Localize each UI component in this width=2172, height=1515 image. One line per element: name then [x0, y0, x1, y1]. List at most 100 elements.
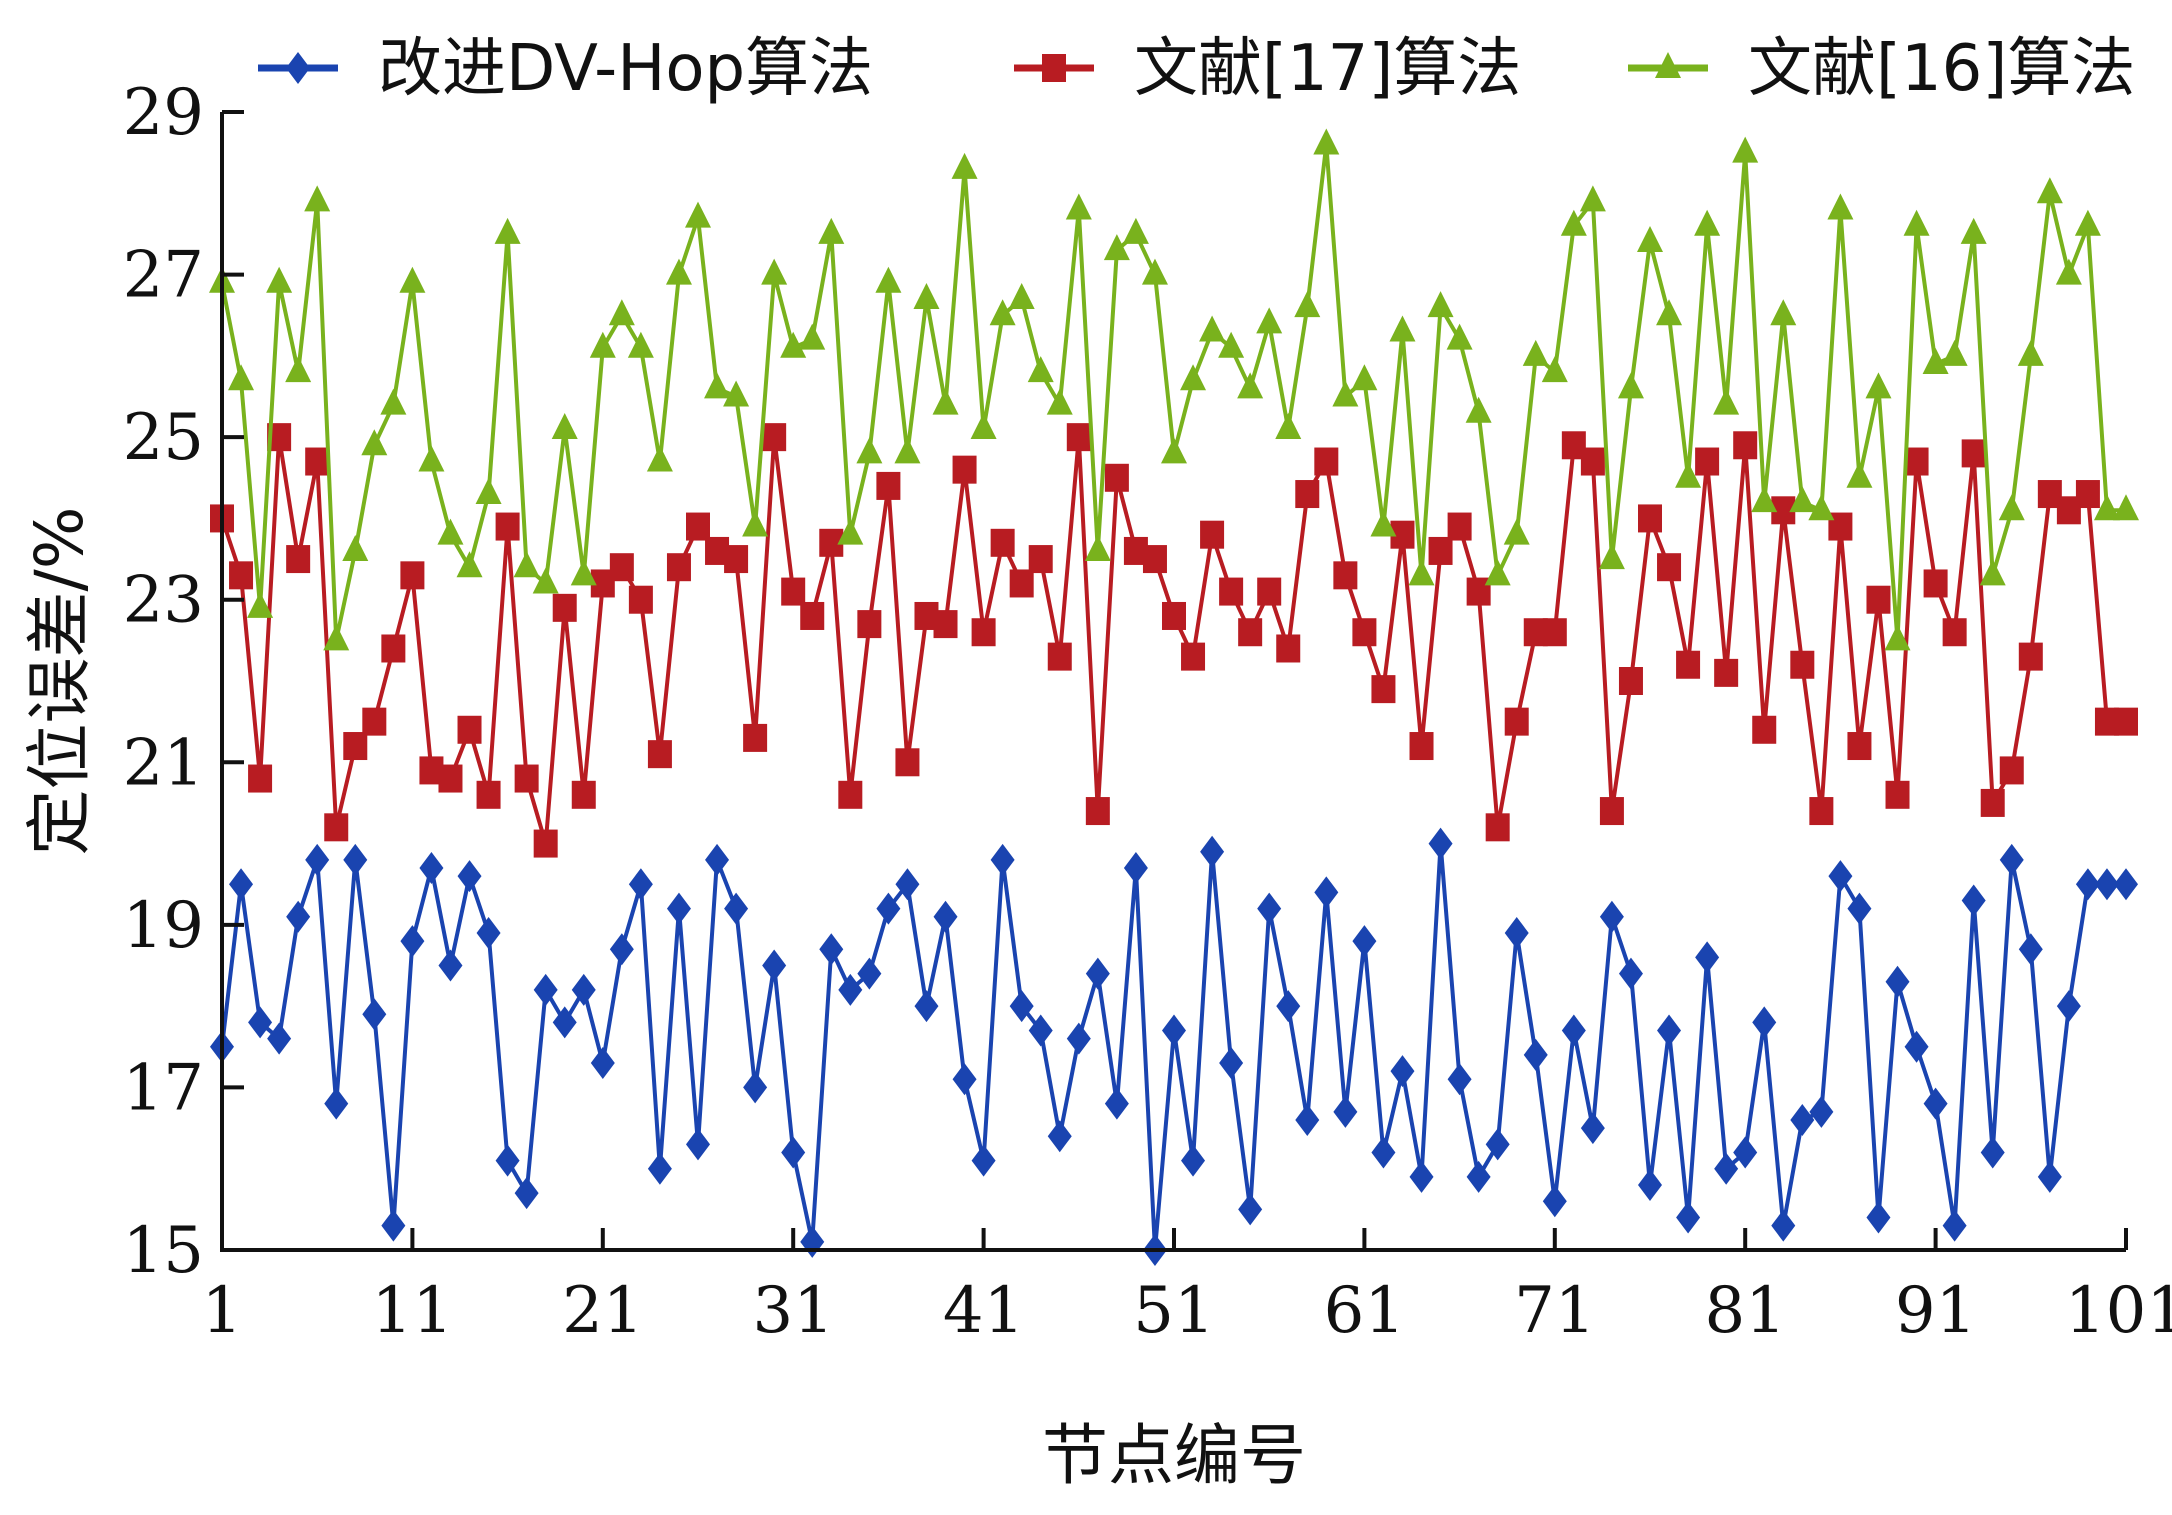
- data-point: [1885, 780, 1910, 809]
- data-point: [1656, 299, 1683, 326]
- data-point: [1409, 732, 1434, 761]
- data-point: [1522, 339, 1549, 366]
- data-point: [1371, 675, 1396, 704]
- data-point: [895, 868, 920, 901]
- data-point: [2018, 933, 2043, 966]
- data-point: [1162, 1014, 1186, 1047]
- data-point: [647, 740, 672, 769]
- data-point: [724, 892, 749, 925]
- series-3: [209, 128, 2139, 651]
- data-point: [1104, 463, 1129, 492]
- data-point: [800, 601, 825, 630]
- data-point: [1009, 990, 1034, 1023]
- data-point: [1580, 1112, 1605, 1145]
- data-point: [362, 998, 387, 1031]
- data-point: [2037, 480, 2062, 509]
- data-point: [762, 423, 787, 452]
- data-point: [1942, 1209, 1967, 1242]
- data-point: [781, 1136, 806, 1169]
- data-point: [685, 201, 711, 228]
- data-point: [1657, 1014, 1682, 1047]
- data-point: [437, 518, 464, 545]
- data-point: [990, 843, 1015, 876]
- series-layer: [209, 128, 2139, 1266]
- data-point: [1980, 788, 2005, 817]
- data-point: [971, 618, 996, 647]
- y-tick-label: 15: [123, 1214, 204, 1288]
- data-point: [457, 715, 482, 744]
- data-point: [1219, 577, 1244, 606]
- data-point: [666, 553, 691, 582]
- data-point: [1199, 315, 1226, 342]
- legend-label: 文献[16]算法: [1748, 32, 2135, 106]
- data-point: [875, 266, 902, 293]
- data-point: [1885, 965, 1910, 998]
- data-point: [838, 973, 863, 1006]
- data-point: [1732, 136, 1759, 163]
- data-point: [2037, 1160, 2062, 1193]
- data-point: [1408, 559, 1435, 586]
- data-point: [552, 593, 577, 622]
- data-point: [1847, 732, 1872, 761]
- data-point: [1866, 1201, 1891, 1234]
- data-point: [305, 447, 330, 476]
- data-point: [1865, 372, 1892, 399]
- data-point: [1980, 1136, 2005, 1169]
- data-point: [1123, 851, 1148, 884]
- data-point: [533, 973, 558, 1006]
- data-point: [1314, 447, 1339, 476]
- data-point: [1733, 1136, 1758, 1169]
- data-point: [1599, 797, 1624, 826]
- data-point: [838, 780, 863, 809]
- data-point: [1257, 892, 1282, 925]
- data-point: [1960, 217, 1987, 244]
- data-point: [1733, 431, 1758, 460]
- data-point: [381, 634, 406, 663]
- data-point: [932, 388, 959, 415]
- data-point: [1428, 536, 1453, 565]
- x-tick-label: 51: [1133, 1274, 1214, 1348]
- y-ticks: 15 17 19 21 23 25 27 29: [123, 76, 244, 1288]
- data-point: [552, 1006, 577, 1039]
- x-tick-label: 31: [752, 1274, 833, 1348]
- data-point: [1027, 356, 1054, 383]
- data-point: [1808, 494, 1835, 521]
- legend-marker: [286, 52, 310, 84]
- data-point: [1142, 545, 1167, 574]
- data-point: [1008, 282, 1035, 309]
- data-point: [1333, 1095, 1358, 1128]
- data-point: [513, 551, 540, 578]
- data-point: [2056, 990, 2081, 1023]
- legend-label: 文献[17]算法: [1134, 32, 1521, 106]
- data-point: [1504, 916, 1529, 949]
- data-point: [2017, 339, 2044, 366]
- data-point: [1485, 813, 1510, 842]
- data-point: [743, 723, 768, 752]
- data-point: [1256, 307, 1283, 334]
- data-point: [475, 478, 502, 505]
- data-point: [343, 843, 368, 876]
- series-line: [220, 435, 2126, 846]
- data-point: [1904, 447, 1929, 476]
- y-tick-label: 25: [123, 401, 204, 475]
- data-point: [400, 925, 425, 958]
- data-point: [989, 299, 1016, 326]
- y-axis-title: 定位误差/%: [21, 507, 98, 856]
- data-point: [285, 356, 312, 383]
- data-point: [571, 973, 596, 1006]
- data-point: [1618, 957, 1643, 990]
- data-point: [933, 900, 958, 933]
- data-point: [323, 624, 350, 651]
- data-point: [1846, 461, 1873, 488]
- data-point: [857, 957, 882, 990]
- data-point: [1428, 827, 1453, 860]
- data-point: [361, 429, 388, 456]
- data-point: [762, 949, 787, 982]
- y-tick-label: 17: [123, 1051, 204, 1125]
- data-point: [324, 813, 349, 842]
- legend-label: 改进DV-Hop算法: [378, 32, 873, 106]
- x-tick-label: 91: [1895, 1274, 1976, 1348]
- data-point: [1352, 618, 1377, 647]
- data-point: [1504, 707, 1529, 736]
- data-point: [1790, 1103, 1815, 1136]
